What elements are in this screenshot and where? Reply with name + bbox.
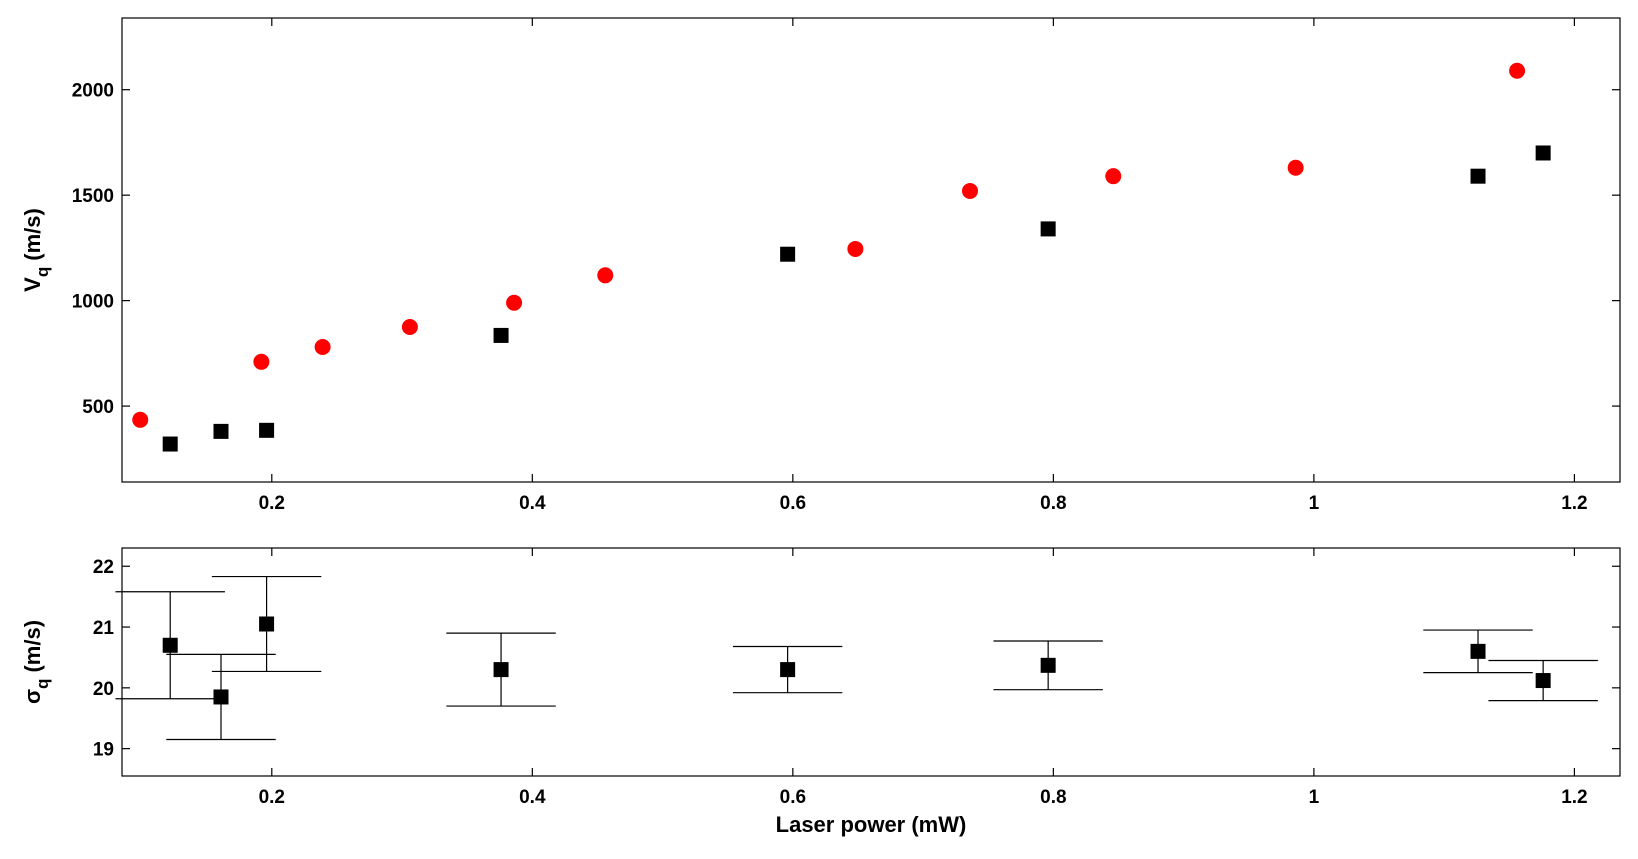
data-point-circle: [961, 182, 978, 199]
data-point-circle: [1105, 168, 1122, 185]
y-tick-label: 19: [93, 740, 114, 761]
x-tick-label: 1.2: [1561, 493, 1587, 514]
x-axis-label: Laser power (mW): [776, 812, 967, 837]
axes-frame: [121, 17, 1621, 483]
data-point-square: [259, 422, 275, 438]
y-tick-label: 22: [93, 557, 114, 578]
data-point-square: [213, 423, 229, 439]
data-point-circle: [597, 267, 614, 284]
y-tick-label: 21: [93, 618, 115, 639]
data-point-circle: [847, 240, 864, 257]
data-point-circle: [132, 411, 149, 428]
data-point-circle: [314, 339, 331, 356]
axes-frame: [121, 547, 1621, 777]
data-point-square: [1535, 673, 1551, 689]
sigma-panel: 0.2 0.4 0.6 0.8 1 1.2 19 20 21 22 σq (m/s) Laser pow…: [20, 547, 1621, 837]
data-point-square: [1040, 221, 1056, 237]
y-axis-subscript: q: [33, 679, 52, 689]
y-axis-label: σq (m/s): [20, 620, 52, 704]
x-tick-label: 0.4: [519, 787, 546, 808]
x-tick-label: 0.6: [780, 493, 806, 514]
x-tick-label: 1.2: [1561, 787, 1587, 808]
y-axis-subscript: q: [33, 267, 52, 277]
x-tick-label: 1: [1309, 787, 1320, 808]
y-tick-label: 1500: [72, 186, 114, 207]
data-point-square: [493, 662, 509, 678]
data-point-circle: [1509, 62, 1526, 79]
data-point-square: [162, 637, 178, 653]
y-tick-label: 2000: [72, 81, 114, 102]
data-point-square: [213, 689, 229, 705]
y-axis-unit: (m/s): [20, 620, 45, 673]
data-point-square: [1535, 145, 1551, 161]
data-point-square: [1040, 657, 1056, 673]
y-tick-label: 1000: [72, 292, 114, 313]
data-point-square: [780, 246, 796, 262]
y-tick-label: 500: [82, 397, 114, 418]
data-point-circle: [1287, 159, 1304, 176]
y-axis-unit: (m/s): [20, 208, 45, 261]
velocity-panel: 0.2 0.4 0.6 0.8 1 1.2 500 1000 1500 2000 Vq (m/s): [20, 17, 1621, 514]
x-tick-label: 0.4: [519, 493, 546, 514]
x-tick-label: 1: [1309, 493, 1320, 514]
x-tick-label: 0.8: [1040, 493, 1066, 514]
y-tick-label: 20: [93, 679, 114, 700]
y-axis-label: Vq (m/s): [20, 208, 52, 292]
data-point-square: [162, 436, 178, 452]
data-point-circle: [253, 353, 270, 370]
data-point-square: [493, 327, 509, 343]
data-point-square: [1470, 643, 1486, 659]
data-point-circle: [401, 318, 418, 335]
data-point-square: [780, 662, 796, 678]
x-tick-label: 0.2: [259, 787, 285, 808]
data-point-circle: [506, 294, 523, 311]
x-tick-label: 0.6: [780, 787, 806, 808]
y-axis-symbol: σ: [20, 689, 45, 704]
x-tick-label: 0.8: [1040, 787, 1066, 808]
y-axis-symbol: V: [20, 277, 45, 292]
data-point-square: [1470, 168, 1486, 184]
x-tick-label: 0.2: [259, 493, 285, 514]
data-point-square: [259, 616, 275, 632]
